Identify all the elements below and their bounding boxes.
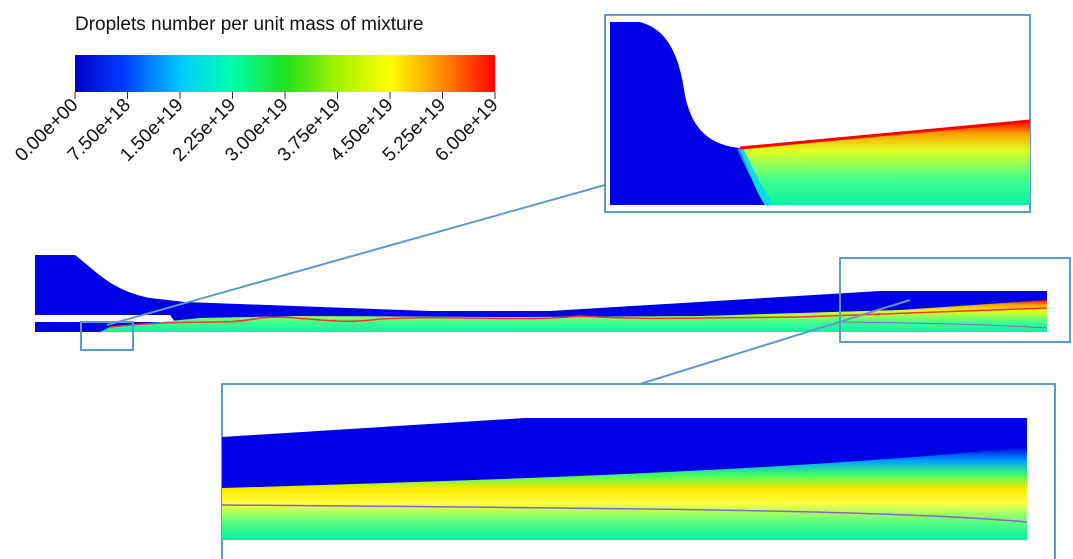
- colorbar-title: Droplets number per unit mass of mixture: [75, 14, 423, 35]
- inset-bottom: [221, 418, 1028, 540]
- inset-frame: [604, 14, 1031, 213]
- main-domain: [35, 255, 1048, 332]
- colorbar: [75, 55, 495, 92]
- zoom-box: [839, 257, 1071, 343]
- zoom-box: [80, 321, 134, 351]
- inset-top: [610, 22, 1031, 207]
